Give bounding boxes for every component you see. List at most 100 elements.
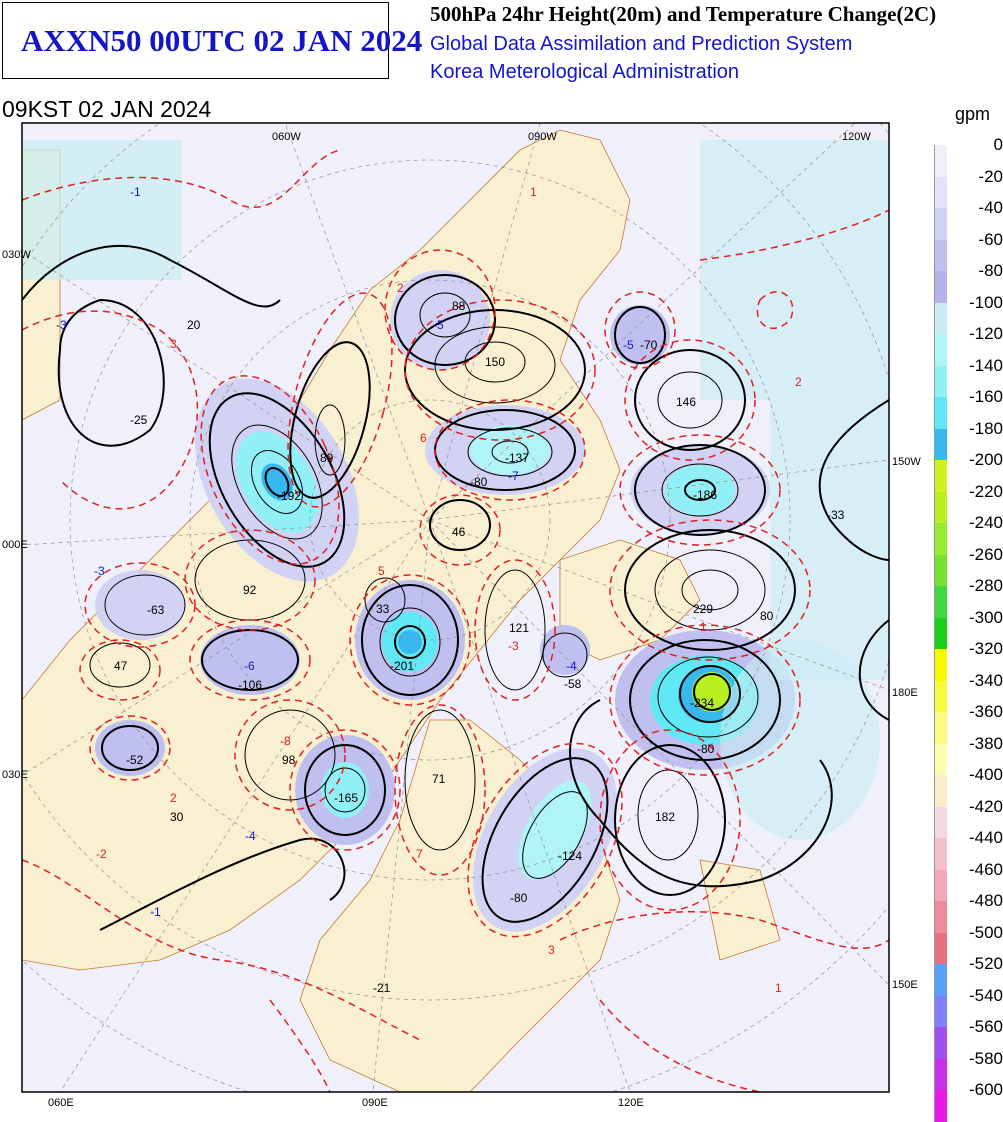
legend-swatch (934, 523, 947, 555)
temp-value: -1 (130, 185, 141, 199)
legend-unit: gpm (955, 104, 991, 124)
lon-label-150w: 150W (892, 456, 921, 468)
height-value: 121 (509, 621, 529, 635)
lon-label-150e: 150E (892, 979, 918, 991)
lon-label-060e: 060E (48, 1097, 74, 1109)
height-value: 182 (655, 810, 675, 824)
legend-label: -320 (968, 639, 1003, 658)
legend-swatch (934, 712, 947, 744)
height-value: -33 (827, 508, 845, 522)
lon-label-180e: 180E (892, 687, 918, 699)
temp-value: -6 (244, 659, 255, 673)
temp-value: -5 (433, 318, 444, 332)
legend-level: -540 (934, 986, 1003, 1027)
legend-swatch (934, 271, 947, 303)
height-value: 89 (320, 451, 334, 465)
legend-swatch (934, 680, 947, 712)
product-title: AXXN50 00UTC 02 JAN 2024 (21, 23, 423, 58)
legend-label: -280 (968, 576, 1003, 595)
legend-level: -500 (934, 923, 1003, 964)
lon-label-090e: 090E (362, 1097, 388, 1109)
legend-label: -200 (968, 450, 1003, 469)
legend-label: -100 (968, 292, 1003, 312)
legend-label: -180 (968, 418, 1003, 438)
height-values: 20 -25 89 -192 88 150 -137 -80 46 92 -63… (114, 299, 845, 995)
temperature-values: -1 -3 3 2 -5 1 -5 2 -7 -3 5 -6 -4 2 -4 -… (56, 185, 802, 995)
legend-level: 0 (934, 135, 1003, 177)
legend-swatch (934, 491, 947, 523)
height-value: -165 (334, 791, 358, 805)
lon-label-120e: 120E (618, 1097, 644, 1109)
height-value: -192 (277, 489, 301, 503)
height-value: 98 (282, 753, 296, 767)
legend-swatch (934, 838, 947, 870)
legend-level: -360 (934, 702, 1003, 744)
legend-level: -20 (934, 167, 1003, 208)
legend-level: -60 (934, 230, 1003, 271)
height-value: 33 (376, 602, 390, 616)
legend-label: -60 (978, 229, 1003, 249)
temp-value: -3 (508, 639, 519, 653)
legend-label: -340 (968, 670, 1003, 690)
legend-swatch (934, 302, 947, 334)
legend-label: -40 (978, 198, 1003, 217)
temp-value: 7 (416, 847, 423, 861)
temp-value: 1 (530, 185, 537, 199)
temp-value: 5 (378, 564, 385, 578)
lon-label-090w: 090W (528, 131, 557, 143)
height-value: -21 (373, 981, 391, 995)
height-value: -106 (238, 678, 262, 692)
height-value: -25 (130, 413, 148, 427)
legend-swatch (934, 1058, 947, 1090)
lon-label-030w: 030W (2, 249, 31, 261)
temp-value: -7 (508, 469, 519, 483)
legend-label: -480 (968, 891, 1003, 910)
legend-swatch (934, 901, 947, 933)
legend-swatch (934, 145, 947, 177)
legend-level: -220 (934, 482, 1003, 523)
legend-label: -160 (968, 387, 1003, 406)
legend-label: -560 (968, 1017, 1003, 1036)
temp-value: 6 (420, 431, 427, 445)
legend-label: -580 (968, 1048, 1003, 1068)
map-frame (21, 122, 890, 1093)
height-value: 92 (243, 583, 257, 597)
legend-level: -520 (934, 954, 1003, 996)
height-value: 20 (187, 318, 201, 332)
height-value: -80 (470, 475, 488, 489)
height-value: 150 (485, 355, 505, 369)
legend-swatch (934, 932, 947, 964)
legend-label: -520 (968, 954, 1003, 973)
temp-value: -3 (94, 564, 105, 578)
legend-label: -460 (968, 859, 1003, 879)
legend-swatch (934, 428, 947, 460)
legend-swatch (934, 775, 947, 807)
temp-value: -1 (150, 905, 161, 919)
legend-label: -500 (968, 922, 1003, 942)
height-value: 47 (114, 659, 128, 673)
legend-level: -580 (934, 1049, 1003, 1090)
legend-label: -240 (968, 513, 1003, 532)
legend-level: -160 (934, 387, 1003, 429)
legend-level: -600 (934, 1080, 1003, 1122)
height-value: -186 (693, 488, 717, 502)
height-value: 71 (432, 772, 446, 786)
legend-level: -560 (934, 1017, 1003, 1059)
height-value: 30 (170, 810, 184, 824)
height-value: 80 (760, 609, 774, 623)
height-value: -63 (147, 603, 165, 617)
legend-label: -260 (968, 544, 1003, 564)
height-value: 229 (693, 602, 713, 616)
legend-swatch (934, 176, 947, 208)
legend-label: -120 (968, 324, 1003, 343)
legend-level: -40 (934, 198, 1003, 240)
legend-swatch (934, 649, 947, 681)
legend-level: -480 (934, 891, 1003, 933)
legend-level: -200 (934, 450, 1003, 492)
legend-label: -600 (968, 1080, 1003, 1099)
chart-title: 500hPa 24hr Height(20m) and Temperature … (430, 2, 937, 26)
height-value: -80 (697, 742, 715, 756)
temp-value: 2 (170, 791, 177, 805)
legend-level: -320 (934, 639, 1003, 681)
product-title-box: AXXN50 00UTC 02 JAN 2024 (2, 2, 422, 79)
